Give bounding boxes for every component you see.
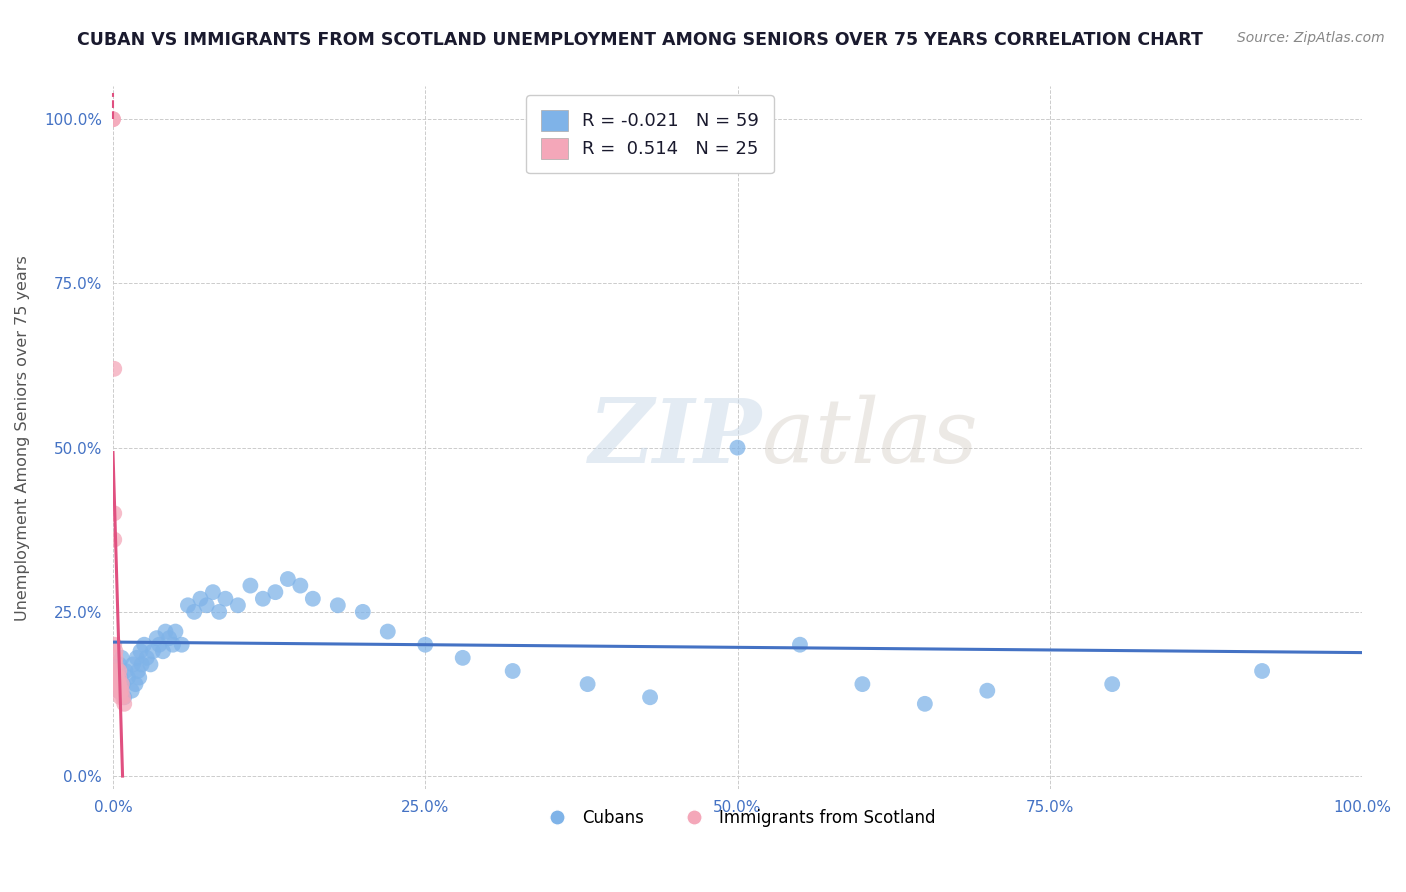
Point (134, 638, 156, 652)
Point (101, 112, 124, 127)
Text: CUBAN VS IMMIGRANTS FROM SCOTLAND UNEMPLOYMENT AMONG SENIORS OVER 75 YEARS CORRE: CUBAN VS IMMIGRANTS FROM SCOTLAND UNEMPL… (77, 31, 1204, 49)
Point (103, 361, 125, 376)
Point (112, 697, 135, 711)
Point (104, 644, 127, 658)
Point (107, 677, 129, 691)
Point (107, 677, 129, 691)
Point (131, 657, 153, 672)
Point (162, 638, 184, 652)
Point (110, 671, 132, 685)
Point (104, 677, 127, 691)
Point (142, 644, 165, 658)
Point (208, 605, 231, 619)
Point (105, 664, 128, 678)
Point (111, 677, 134, 691)
Point (183, 605, 205, 619)
Point (789, 638, 811, 652)
Point (914, 697, 936, 711)
Point (155, 624, 177, 639)
Point (111, 683, 134, 698)
Point (252, 591, 274, 606)
Point (110, 683, 132, 698)
Point (105, 671, 128, 685)
Y-axis label: Unemployment Among Seniors over 75 years: Unemployment Among Seniors over 75 years (15, 255, 30, 621)
Point (122, 657, 145, 672)
Point (103, 638, 125, 652)
Point (851, 677, 873, 691)
Point (165, 624, 187, 639)
Point (264, 585, 287, 599)
Point (727, 441, 749, 455)
Point (108, 657, 131, 672)
Point (104, 650, 127, 665)
Point (302, 591, 325, 606)
Point (177, 599, 200, 613)
Legend: Cubans, Immigrants from Scotland: Cubans, Immigrants from Scotland (533, 802, 942, 834)
Point (190, 591, 212, 606)
Point (152, 644, 174, 658)
Point (145, 631, 167, 645)
Point (104, 657, 127, 672)
Point (277, 572, 299, 586)
Text: atlas: atlas (762, 394, 979, 481)
Point (157, 631, 180, 645)
Text: ZIP: ZIP (589, 394, 762, 481)
Point (107, 677, 129, 691)
Point (128, 671, 150, 685)
Point (101, 112, 124, 127)
Point (290, 578, 312, 592)
Point (214, 591, 236, 606)
Text: Source: ZipAtlas.com: Source: ZipAtlas.com (1237, 31, 1385, 45)
Point (413, 638, 436, 652)
Point (326, 599, 349, 613)
Point (139, 657, 162, 672)
Point (1251, 664, 1274, 678)
Point (111, 650, 134, 665)
Point (114, 664, 136, 678)
Point (110, 690, 132, 705)
Point (638, 690, 661, 705)
Point (117, 671, 139, 685)
Point (121, 683, 143, 698)
Point (239, 578, 262, 592)
Point (170, 638, 193, 652)
Point (377, 624, 399, 639)
Point (111, 690, 134, 705)
Point (576, 677, 599, 691)
Point (135, 650, 157, 665)
Point (108, 677, 131, 691)
Point (502, 664, 524, 678)
Point (107, 683, 129, 698)
Point (352, 605, 374, 619)
Point (107, 683, 129, 698)
Point (129, 644, 152, 658)
Point (195, 599, 218, 613)
Point (111, 677, 134, 691)
Point (112, 690, 135, 705)
Point (976, 683, 998, 698)
Point (103, 506, 125, 520)
Point (105, 664, 128, 678)
Point (1101, 677, 1123, 691)
Point (201, 585, 224, 599)
Point (125, 650, 148, 665)
Point (108, 671, 131, 685)
Point (124, 677, 146, 691)
Point (108, 664, 131, 678)
Point (103, 533, 125, 547)
Point (127, 664, 149, 678)
Point (105, 671, 128, 685)
Point (226, 599, 249, 613)
Point (148, 638, 170, 652)
Point (451, 650, 474, 665)
